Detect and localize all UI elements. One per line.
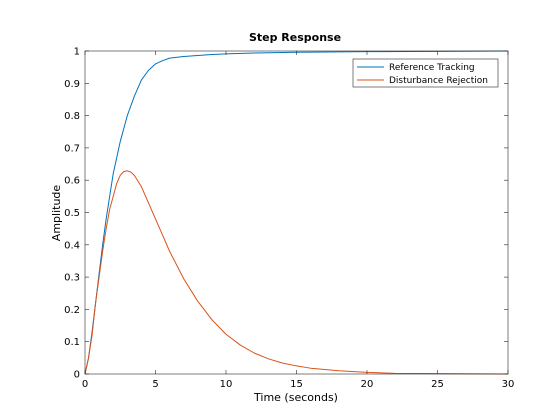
chart-title: Step Response [249,31,341,44]
y-tick-label-1: 0.1 [64,337,80,348]
y-tick-label-5: 0.5 [64,208,80,219]
legend-label-disturbance-rejection: Disturbance Rejection [389,76,488,86]
x-tick-label-4: 20 [361,379,374,390]
legend-box [352,58,499,88]
series-line-reference-tracking [84,50,509,375]
x-tick-label-2: 10 [220,379,233,390]
series-layer [84,50,509,375]
x-tick-label-5: 25 [431,379,444,390]
legend: Reference Tracking Disturbance Rejection [352,58,499,88]
y-tick-label-2: 0.2 [64,305,80,316]
series-line-disturbance-rejection [84,170,509,375]
x-tick-label-1: 5 [152,379,158,390]
y-tick-label-4: 0.4 [64,240,80,251]
axis-ticks: 0 5 10 15 20 25 30 0 0.1 0.2 0.3 0.4 0.5 0.6 0.7 0.8 0.9… [64,47,514,391]
x-tick-label-0: 0 [82,379,88,390]
axes-box [84,50,509,375]
x-tick-label-3: 15 [290,379,303,390]
y-tick-label-6: 0.6 [64,176,80,187]
y-tick-label-9: 0.9 [64,79,80,90]
y-tick-label-7: 0.7 [64,143,80,154]
y-tick-label-8: 0.8 [64,111,80,122]
x-axis-label: Time (seconds) [253,391,338,404]
y-tick-label-10: 1 [74,47,80,58]
plot-area [85,51,508,374]
y-axis-label: Amplitude [50,185,63,242]
y-tick-label-0: 0 [74,370,80,381]
y-tick-label-3: 0.3 [64,273,80,284]
legend-label-reference-tracking: Reference Tracking [389,63,475,73]
x-tick-label-6: 30 [502,379,515,390]
